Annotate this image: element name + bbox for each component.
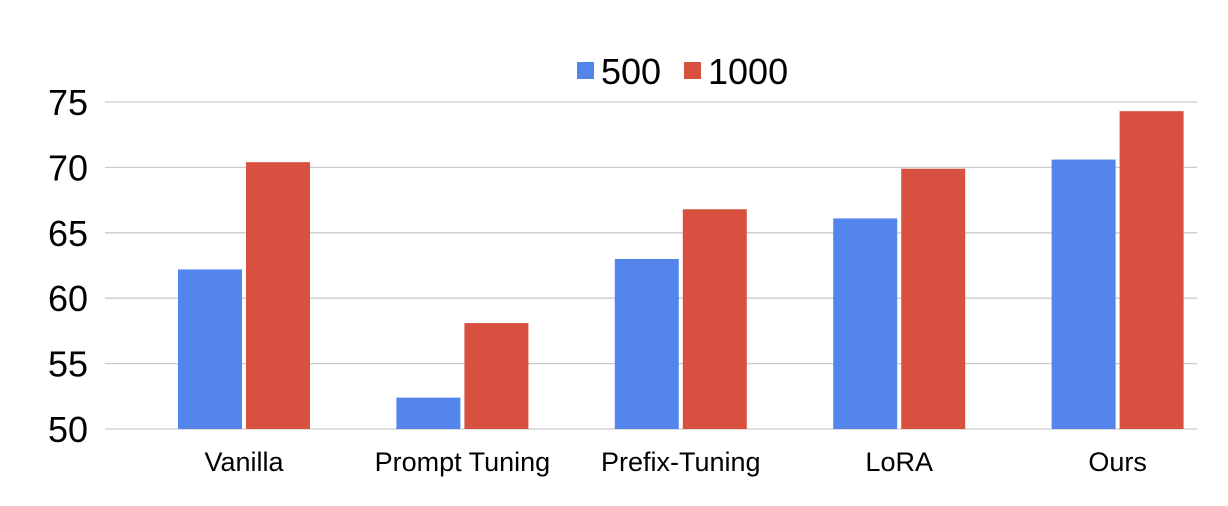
legend-swatch-500: [577, 62, 594, 79]
bar-1000-lora: [901, 168, 966, 429]
x-category-label: Ours: [1088, 447, 1147, 477]
bar-500-prefix-tuning: [614, 258, 679, 429]
x-category-label: Prompt Tuning: [375, 447, 551, 477]
bar-1000-prefix-tuning: [682, 209, 747, 429]
bar-500-vanilla: [178, 269, 242, 429]
bar-1000-ours: [1119, 111, 1184, 429]
legend-swatch-1000: [684, 62, 701, 79]
y-tick-label: 75: [48, 82, 88, 123]
x-category-label: Vanilla: [204, 447, 284, 477]
bars: [178, 111, 1184, 429]
legend-label-500: 500: [601, 51, 661, 92]
y-tick-label: 50: [48, 409, 88, 450]
y-tick-label: 60: [48, 278, 88, 319]
bar-500-prompt-tuning: [396, 397, 461, 429]
y-axis-ticks: 50 55 60 65 70 75: [48, 82, 88, 450]
legend-label-1000: 1000: [708, 51, 788, 92]
y-tick-label: 55: [48, 344, 88, 385]
bar-500-ours: [1051, 159, 1116, 429]
y-tick-label: 70: [48, 147, 88, 188]
bar-1000-vanilla: [246, 162, 310, 429]
y-tick-label: 65: [48, 213, 88, 254]
x-axis-categories: Vanilla Prompt Tuning Prefix-Tuning LoRA Our…: [204, 447, 1146, 477]
x-category-label: LoRA: [865, 447, 933, 477]
x-category-label: Prefix-Tuning: [601, 447, 761, 477]
bar-1000-prompt-tuning: [464, 323, 529, 429]
bar-500-lora: [833, 218, 898, 429]
legend: 500 1000: [577, 51, 788, 92]
